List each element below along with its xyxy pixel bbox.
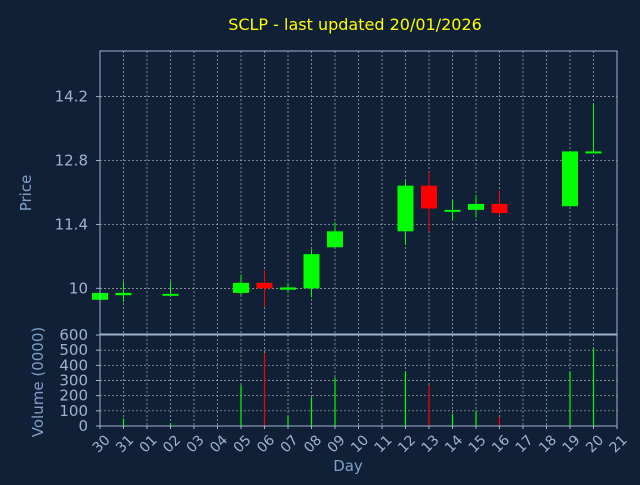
- volume-tick-label: 600: [59, 326, 88, 344]
- candle-body: [491, 203, 508, 214]
- volume-tick-label: 100: [59, 402, 88, 420]
- candle-body: [233, 282, 249, 293]
- chart-title: SCLP - last updated 20/01/2026: [228, 15, 482, 34]
- candle-body: [303, 254, 320, 289]
- candle-body: [585, 151, 602, 154]
- candle-body: [115, 292, 132, 296]
- candle-body: [421, 185, 437, 209]
- price-tick-label: 11.4: [55, 215, 88, 233]
- volume-tick-label: 200: [59, 387, 88, 405]
- price-tick-label: 10: [69, 279, 88, 297]
- price-panel-frame: [99, 50, 618, 335]
- candle-body: [397, 185, 414, 232]
- volume-tick-label: 400: [59, 356, 88, 374]
- candle-body: [562, 151, 578, 207]
- x-axis-label: Day: [333, 457, 363, 475]
- frame-layer: [96, 50, 618, 429]
- candle-body: [327, 231, 343, 248]
- price-tick-label: 12.8: [55, 152, 88, 170]
- volume-tick-label: 0: [78, 417, 88, 435]
- candle-body: [444, 209, 461, 212]
- marks-layer: [92, 103, 602, 426]
- candle-body: [162, 293, 179, 296]
- volume-tick-label: 500: [59, 341, 88, 359]
- candle-body: [280, 287, 296, 290]
- price-axis-label: Price: [17, 175, 35, 212]
- candle-body: [256, 282, 273, 289]
- volume-axis-label: Volume (0000): [29, 327, 47, 437]
- candle-body: [468, 203, 484, 210]
- volume-tick-label: 300: [59, 372, 88, 390]
- price-tick-label: 14.2: [55, 88, 88, 106]
